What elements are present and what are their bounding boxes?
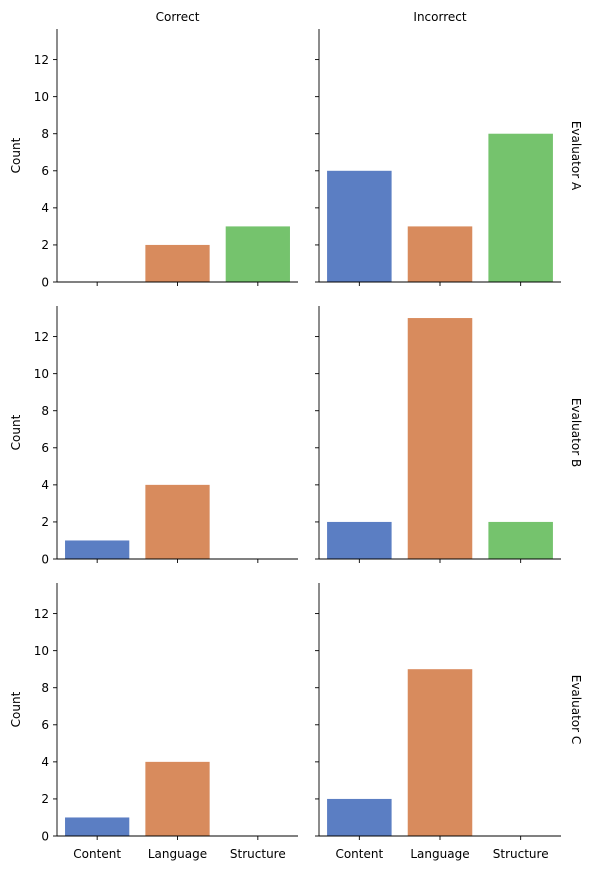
bar-evaluator-c-incorrect-content — [327, 798, 392, 836]
bar-evaluator-b-incorrect-language — [407, 318, 473, 559]
row-title-evaluator-a: Evaluator A — [569, 121, 583, 191]
x-tick-label: Structure — [230, 847, 286, 861]
y-tick-label: 4 — [41, 478, 49, 492]
y-tick-label: 10 — [34, 90, 49, 104]
y-tick-label: 8 — [41, 127, 49, 141]
row-title-evaluator-c: Evaluator C — [569, 675, 583, 745]
y-tick-label: 8 — [41, 681, 49, 695]
y-tick-label: 2 — [41, 792, 49, 806]
bar-evaluator-a-correct-language — [145, 244, 210, 282]
y-tick-label: 0 — [41, 552, 49, 566]
y-tick-label: 8 — [41, 404, 49, 418]
x-tick-label: Language — [148, 847, 207, 861]
y-tick-label: 6 — [41, 718, 49, 732]
bar-evaluator-b-correct-content — [65, 540, 130, 559]
y-tick-label: 10 — [34, 367, 49, 381]
y-tick-label: 0 — [41, 829, 49, 843]
y-tick-label: 4 — [41, 755, 49, 769]
x-tick-label: Content — [73, 847, 121, 861]
y-axis-label: Count — [9, 691, 23, 727]
bar-evaluator-c-correct-content — [65, 817, 130, 836]
y-tick-label: 2 — [41, 515, 49, 529]
y-tick-label: 12 — [34, 330, 49, 344]
y-tick-label: 12 — [34, 53, 49, 67]
bar-evaluator-a-correct-structure — [225, 226, 290, 282]
bar-evaluator-b-correct-language — [145, 484, 210, 559]
y-tick-label: 4 — [41, 201, 49, 215]
y-tick-label: 10 — [34, 644, 49, 658]
bar-evaluator-a-incorrect-language — [407, 226, 473, 282]
y-tick-label: 0 — [41, 275, 49, 289]
y-axis-label: Count — [9, 414, 23, 450]
col-title-correct: Correct — [156, 10, 200, 24]
bar-evaluator-b-incorrect-content — [327, 521, 392, 559]
bar-evaluator-b-incorrect-structure — [488, 521, 553, 559]
x-tick-label: Language — [410, 847, 469, 861]
bar-evaluator-c-correct-language — [145, 761, 210, 836]
row-title-evaluator-b: Evaluator B — [569, 398, 583, 467]
x-tick-label: Content — [335, 847, 383, 861]
y-tick-label: 12 — [34, 607, 49, 621]
y-tick-label: 2 — [41, 238, 49, 252]
y-tick-label: 6 — [41, 164, 49, 178]
bar-evaluator-c-incorrect-language — [407, 669, 473, 836]
col-title-incorrect: Incorrect — [413, 10, 466, 24]
x-tick-label: Structure — [493, 847, 549, 861]
bar-evaluator-a-incorrect-content — [327, 170, 392, 282]
y-tick-label: 6 — [41, 441, 49, 455]
y-axis-label: Count — [9, 137, 23, 173]
bar-evaluator-a-incorrect-structure — [488, 133, 553, 282]
